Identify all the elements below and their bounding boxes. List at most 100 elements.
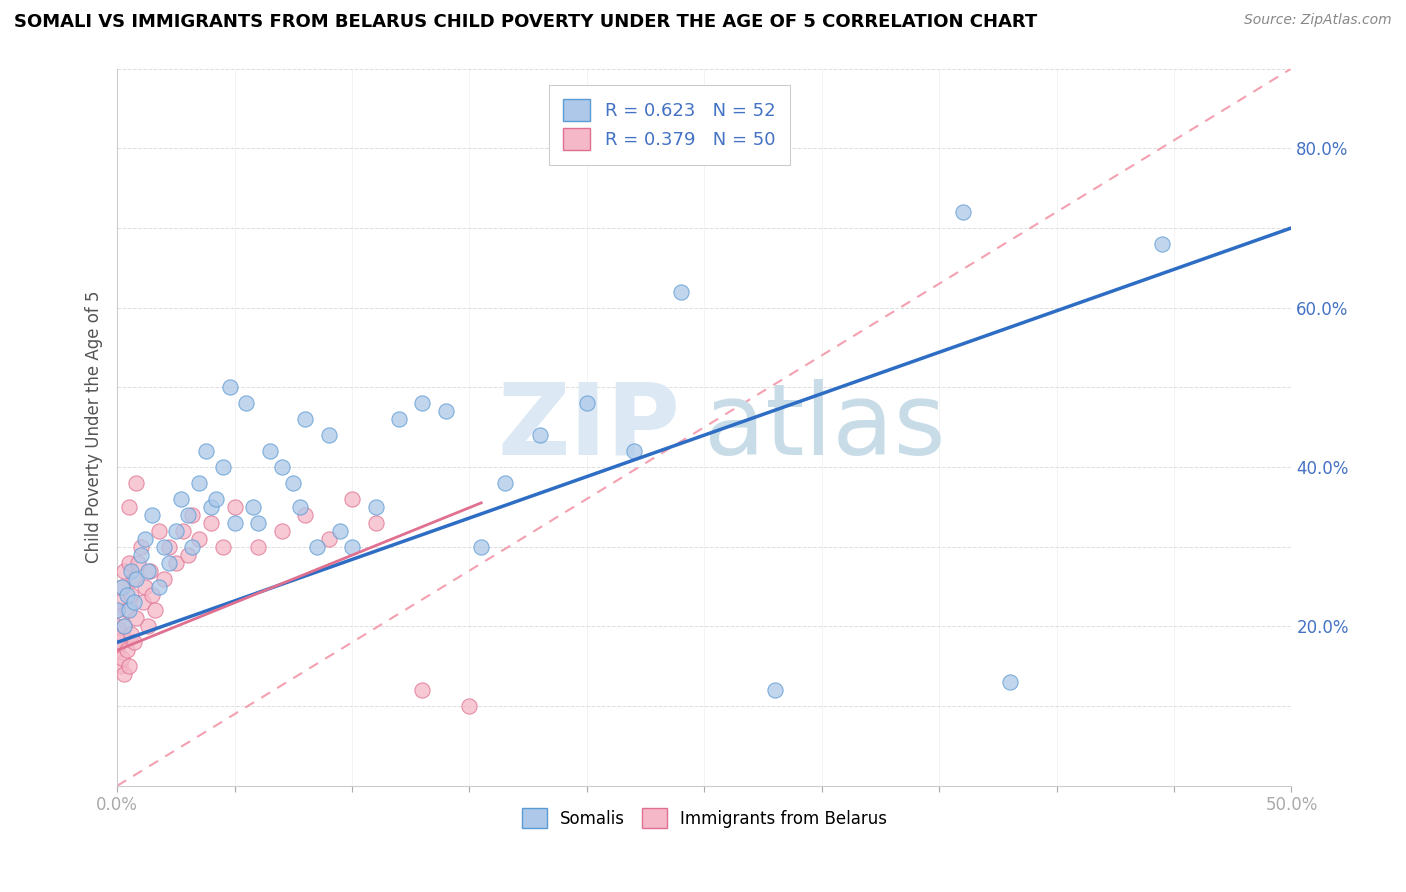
Point bbox=[340, 540, 363, 554]
Point bbox=[364, 500, 387, 514]
Point bbox=[122, 595, 145, 609]
Point bbox=[165, 524, 187, 538]
Point bbox=[141, 587, 163, 601]
Point bbox=[165, 556, 187, 570]
Point bbox=[669, 285, 692, 299]
Point bbox=[153, 572, 176, 586]
Point bbox=[141, 508, 163, 522]
Point bbox=[176, 508, 198, 522]
Point bbox=[224, 516, 246, 530]
Point bbox=[200, 500, 222, 514]
Point bbox=[129, 540, 152, 554]
Point bbox=[195, 444, 218, 458]
Point bbox=[122, 635, 145, 649]
Point bbox=[111, 627, 134, 641]
Point bbox=[115, 587, 138, 601]
Point bbox=[219, 380, 242, 394]
Point bbox=[108, 635, 131, 649]
Point bbox=[108, 595, 131, 609]
Point bbox=[111, 651, 134, 665]
Point bbox=[270, 524, 292, 538]
Point bbox=[623, 444, 645, 458]
Point bbox=[340, 491, 363, 506]
Point bbox=[181, 540, 204, 554]
Point bbox=[118, 603, 141, 617]
Point bbox=[763, 683, 786, 698]
Point bbox=[212, 460, 235, 475]
Point bbox=[148, 524, 170, 538]
Point bbox=[143, 603, 166, 617]
Point bbox=[118, 500, 141, 514]
Point bbox=[411, 683, 433, 698]
Text: ZIP: ZIP bbox=[498, 378, 681, 475]
Point bbox=[411, 396, 433, 410]
Point bbox=[329, 524, 352, 538]
Point bbox=[129, 548, 152, 562]
Point bbox=[1152, 236, 1174, 251]
Point bbox=[157, 540, 180, 554]
Point bbox=[294, 508, 316, 522]
Point bbox=[283, 475, 305, 490]
Point bbox=[132, 595, 155, 609]
Point bbox=[470, 540, 492, 554]
Point bbox=[125, 572, 148, 586]
Point bbox=[105, 603, 128, 617]
Text: atlas: atlas bbox=[704, 378, 946, 475]
Point bbox=[169, 491, 191, 506]
Point bbox=[115, 643, 138, 657]
Point bbox=[105, 643, 128, 657]
Point bbox=[224, 500, 246, 514]
Point bbox=[111, 580, 134, 594]
Point bbox=[118, 659, 141, 673]
Point bbox=[247, 540, 270, 554]
Point bbox=[157, 556, 180, 570]
Point bbox=[115, 603, 138, 617]
Point bbox=[388, 412, 411, 426]
Point bbox=[290, 500, 312, 514]
Point bbox=[575, 396, 598, 410]
Point bbox=[148, 580, 170, 594]
Point bbox=[212, 540, 235, 554]
Point bbox=[242, 500, 264, 514]
Point bbox=[127, 556, 149, 570]
Point bbox=[235, 396, 257, 410]
Point bbox=[188, 475, 211, 490]
Point bbox=[529, 428, 551, 442]
Point bbox=[120, 587, 142, 601]
Legend: Somalis, Immigrants from Belarus: Somalis, Immigrants from Belarus bbox=[515, 801, 894, 835]
Point bbox=[364, 516, 387, 530]
Point bbox=[105, 603, 128, 617]
Point bbox=[205, 491, 228, 506]
Point bbox=[108, 659, 131, 673]
Point bbox=[112, 619, 135, 633]
Point bbox=[125, 611, 148, 625]
Point bbox=[134, 580, 156, 594]
Point bbox=[134, 532, 156, 546]
Point bbox=[172, 524, 194, 538]
Point bbox=[318, 532, 340, 546]
Point bbox=[270, 460, 292, 475]
Point bbox=[434, 404, 457, 418]
Point bbox=[111, 580, 134, 594]
Point bbox=[188, 532, 211, 546]
Point bbox=[998, 675, 1021, 690]
Point bbox=[153, 540, 176, 554]
Point bbox=[200, 516, 222, 530]
Point bbox=[112, 619, 135, 633]
Text: SOMALI VS IMMIGRANTS FROM BELARUS CHILD POVERTY UNDER THE AGE OF 5 CORRELATION C: SOMALI VS IMMIGRANTS FROM BELARUS CHILD … bbox=[14, 13, 1038, 31]
Text: Source: ZipAtlas.com: Source: ZipAtlas.com bbox=[1244, 13, 1392, 28]
Point bbox=[112, 667, 135, 681]
Point bbox=[120, 564, 142, 578]
Point bbox=[305, 540, 328, 554]
Point bbox=[118, 556, 141, 570]
Point bbox=[136, 564, 159, 578]
Point bbox=[952, 205, 974, 219]
Point bbox=[136, 619, 159, 633]
Point bbox=[181, 508, 204, 522]
Point bbox=[120, 627, 142, 641]
Point bbox=[112, 564, 135, 578]
Y-axis label: Child Poverty Under the Age of 5: Child Poverty Under the Age of 5 bbox=[86, 291, 103, 564]
Point bbox=[318, 428, 340, 442]
Point bbox=[139, 564, 162, 578]
Point bbox=[259, 444, 281, 458]
